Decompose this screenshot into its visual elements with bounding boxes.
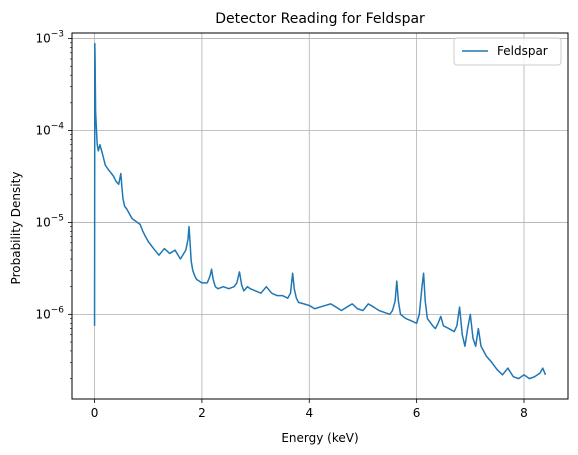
legend-label: Feldspar <box>497 44 548 58</box>
y-tick-label: 10−4 <box>35 122 64 138</box>
x-tick-label: 0 <box>91 406 99 420</box>
series-group <box>93 42 547 380</box>
plot-area-frame <box>71 32 569 400</box>
x-axis: 0 2 4 6 8 <box>91 399 528 420</box>
chart-title: Detector Reading for Feldspar <box>215 11 425 27</box>
x-tick-label: 2 <box>198 406 206 420</box>
y-axis: 10−6 10−5 10−4 10−3 <box>35 30 72 379</box>
y-tick-label: 10−5 <box>35 213 64 229</box>
x-tick-label: 6 <box>413 406 421 420</box>
x-axis-title: Energy (keV) <box>281 431 358 445</box>
y-tick-label: 10−3 <box>35 30 64 46</box>
legend-box <box>453 37 562 66</box>
series-line-feldspar <box>93 42 547 380</box>
y-axis-title: Probability Density <box>9 172 23 285</box>
x-tick-label: 4 <box>305 406 313 420</box>
x-tick-label: 8 <box>520 406 528 420</box>
legend: Feldspar <box>453 37 562 66</box>
y-tick-label: 10−6 <box>35 305 64 321</box>
